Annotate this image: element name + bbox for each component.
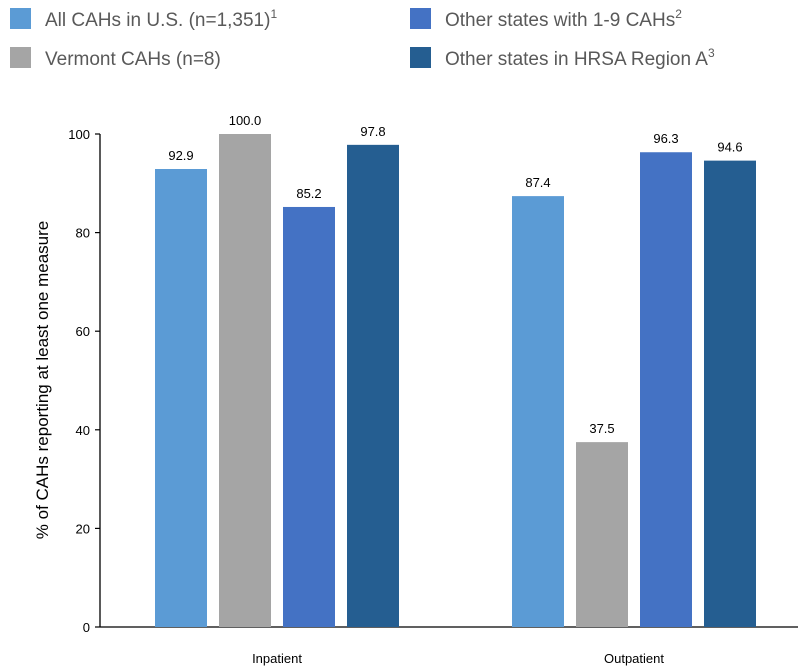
bar-value-label: 100.0: [229, 113, 262, 128]
legend-swatch: [10, 8, 31, 29]
y-tick-label: 40: [76, 423, 90, 438]
bar-value-label: 97.8: [360, 124, 385, 139]
bar-value-label: 85.2: [296, 186, 321, 201]
bar-value-label: 92.9: [168, 148, 193, 163]
legend-swatch: [410, 8, 431, 29]
plot-area: 0 20 40 60 80 100 92.9 100.0 85.2 97.8 Inpatient 87…: [68, 113, 798, 666]
y-tick-label: 0: [83, 620, 90, 635]
legend-label: Other states with 1-9 CAHs2: [445, 7, 682, 31]
bar-value-label: 94.6: [717, 140, 742, 155]
bar: [155, 169, 207, 628]
bar: [283, 206, 335, 628]
chart-legend: All CAHs in U.S. (n=1,351)1 Vermont CAHs …: [10, 7, 715, 70]
y-axis-title: % of CAHs reporting at least one measure: [33, 221, 52, 539]
y-tick-label: 20: [76, 521, 90, 536]
y-tick-label: 100: [68, 127, 90, 142]
legend-label: Vermont CAHs (n=8): [45, 49, 221, 70]
bar: [704, 160, 756, 627]
legend-footnote-marker: 1: [270, 7, 277, 21]
legend-label: Other states in HRSA Region A3: [445, 46, 715, 70]
bar: [512, 196, 564, 628]
y-tick-label: 60: [76, 324, 90, 339]
legend-swatch: [410, 47, 431, 68]
bar-value-label: 96.3: [653, 131, 678, 146]
y-tick-label: 80: [76, 226, 90, 241]
legend-item: Other states with 1-9 CAHs2: [410, 7, 682, 31]
legend-item: Vermont CAHs (n=8): [10, 47, 221, 70]
bar-value-label: 37.5: [589, 421, 614, 436]
legend-item: All CAHs in U.S. (n=1,351)1: [10, 7, 277, 31]
bar: [640, 152, 692, 627]
bar: [219, 134, 271, 627]
legend-label: All CAHs in U.S. (n=1,351)1: [45, 7, 277, 31]
category-label: Inpatient: [252, 651, 302, 666]
legend-swatch: [10, 47, 31, 68]
legend-item: Other states in HRSA Region A3: [410, 46, 715, 70]
bar: [576, 442, 628, 627]
bar: [347, 144, 399, 627]
legend-footnote-marker: 3: [708, 46, 715, 60]
category-label: Outpatient: [604, 651, 664, 666]
legend-footnote-marker: 2: [675, 7, 682, 21]
bar-value-label: 87.4: [525, 175, 550, 190]
